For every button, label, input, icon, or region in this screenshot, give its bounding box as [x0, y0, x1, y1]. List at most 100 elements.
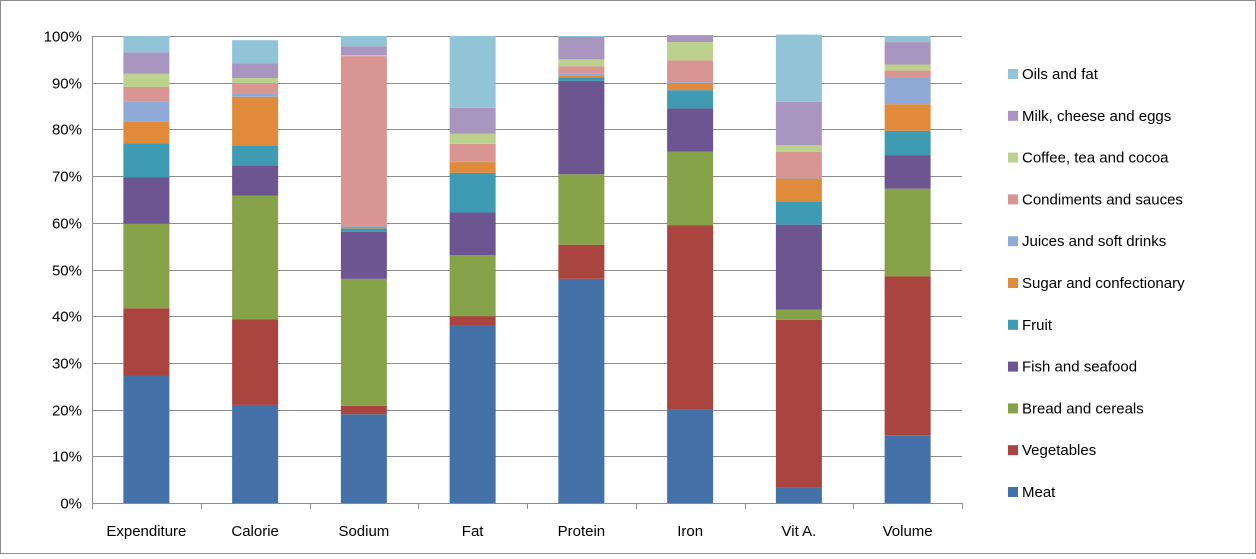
legend-label: Meat [1022, 484, 1056, 501]
bar-segment [558, 73, 604, 75]
bar-segment [558, 59, 604, 66]
bar-segment [885, 189, 931, 277]
bar-segment [123, 308, 169, 376]
bar-segment [450, 162, 496, 173]
bar-segment [123, 52, 169, 73]
bar-segment [885, 155, 931, 189]
y-tick-label: 80% [52, 122, 82, 139]
legend-swatch [1008, 403, 1018, 413]
legend-label: Bread and cereals [1022, 400, 1144, 417]
bar-segment [885, 435, 931, 503]
bar-segment [667, 152, 713, 225]
legend-label: Fish and seafood [1022, 359, 1137, 376]
bar-segment [232, 319, 278, 404]
bar-segment [232, 93, 278, 96]
bar-segment [885, 78, 931, 105]
bar-segment [558, 174, 604, 245]
bar-segment [667, 410, 713, 503]
bar-segment [776, 225, 822, 310]
bar-segment [232, 78, 278, 83]
bar-segment [232, 145, 278, 165]
legend-swatch [1008, 445, 1018, 455]
x-tick-label: Vit A. [782, 523, 817, 540]
bar-segment [558, 78, 604, 81]
bar-segment [667, 225, 713, 409]
bar-segment [123, 178, 169, 224]
bar-segment [123, 143, 169, 177]
bar-segment [776, 35, 822, 102]
legend-label: Sugar and confectionary [1022, 275, 1185, 292]
bar-segment [667, 108, 713, 151]
y-tick-label: 30% [52, 356, 82, 373]
y-tick-label: 20% [52, 403, 82, 420]
legend-label: Condiments and sauces [1022, 191, 1183, 208]
x-tick-label: Iron [677, 523, 703, 540]
bar-segment [341, 414, 387, 503]
bar-segment [341, 406, 387, 414]
y-tick-label: 50% [52, 263, 82, 280]
x-tick-label: Protein [558, 523, 606, 540]
bar-segment [123, 376, 169, 503]
legend-label: Oils and fat [1022, 66, 1099, 83]
bar-segment [450, 173, 496, 213]
bar-segment [341, 55, 387, 56]
x-tick-label: Expenditure [106, 523, 186, 540]
bar-segment [776, 145, 822, 152]
bar-segment [885, 277, 931, 436]
bar-segment [558, 75, 604, 77]
y-tick-label: 90% [52, 76, 82, 93]
bar-segment [232, 196, 278, 320]
bar-segment [667, 42, 713, 60]
x-tick-label: Sodium [338, 523, 389, 540]
bar-segment [123, 74, 169, 87]
bar-segment [341, 279, 387, 406]
y-tick-label: 40% [52, 309, 82, 326]
bar-segment [232, 165, 278, 195]
bar-segment [450, 255, 496, 316]
bar-segment [885, 71, 931, 78]
bar-segment [341, 46, 387, 55]
bar-segment [341, 228, 387, 231]
legend-swatch [1008, 487, 1018, 497]
bar-segment [123, 224, 169, 309]
bar-segment [776, 488, 822, 503]
bar-segment [450, 326, 496, 503]
bar-segment [341, 56, 387, 226]
bar-segment [450, 213, 496, 255]
legend-label: Vegetables [1022, 442, 1096, 459]
bar-segment [776, 178, 822, 201]
legend-label: Milk, cheese and eggs [1022, 108, 1171, 125]
bar-segment [123, 36, 169, 52]
bar-segment [776, 320, 822, 488]
bar-segment [885, 64, 931, 70]
x-tick-label: Fat [462, 523, 485, 540]
legend-swatch [1008, 153, 1018, 163]
x-tick-label: Calorie [231, 523, 279, 540]
legend-swatch [1008, 111, 1018, 121]
bar-segment [558, 66, 604, 73]
bar-segment [450, 161, 496, 162]
legend-swatch [1008, 194, 1018, 204]
y-tick-label: 70% [52, 169, 82, 186]
legend-swatch [1008, 236, 1018, 246]
bar-segment [123, 122, 169, 143]
bar-segment [558, 279, 604, 503]
bar-segment [667, 35, 713, 42]
bar-segment [776, 201, 822, 224]
bar-segment [232, 97, 278, 146]
bar-segment [558, 245, 604, 279]
bar-segment [558, 37, 604, 59]
bar-segment [341, 232, 387, 279]
bar-segment [885, 131, 931, 155]
bar-segment [667, 83, 713, 90]
bar-segment [776, 310, 822, 320]
bar-segment [885, 42, 931, 64]
bar-segment [667, 60, 713, 82]
legend-label: Juices and soft drinks [1022, 233, 1166, 250]
bar-segment [450, 36, 496, 108]
bar-segment [341, 36, 387, 46]
bar-segment [450, 108, 496, 134]
legend-swatch [1008, 320, 1018, 330]
